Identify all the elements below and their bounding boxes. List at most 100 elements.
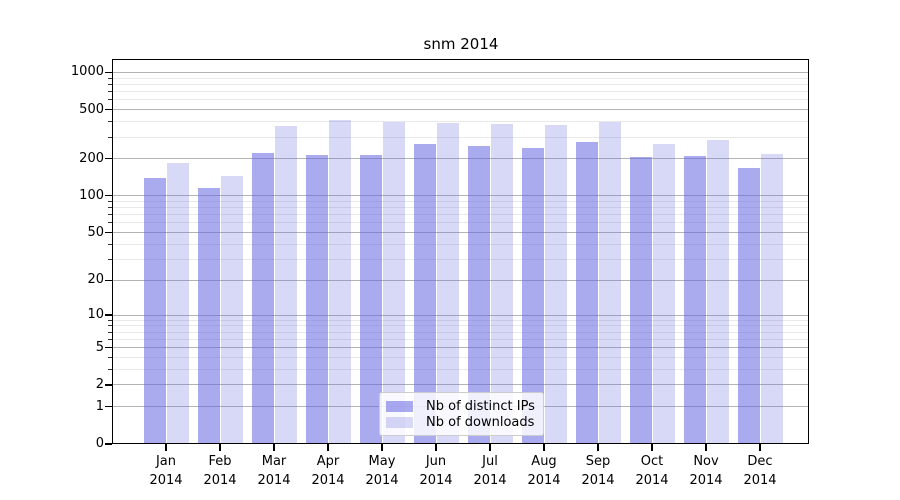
bar-distinct-ips-oct: [629, 156, 652, 444]
gridline-major: [113, 158, 809, 160]
y-minor-tick: [108, 319, 112, 321]
y-axis-tick-label: 200: [79, 150, 104, 166]
x-axis-tick-label: Jul 2014: [473, 454, 507, 488]
gridline-minor: [113, 325, 809, 327]
bar-downloads-nov: [706, 139, 729, 444]
x-major-tick: [489, 444, 491, 451]
y-axis-tick-label: 2: [95, 376, 104, 392]
x-axis-tick-label: Feb 2014: [203, 454, 237, 488]
bar-downloads-jun: [436, 123, 459, 444]
bar-downloads-feb: [220, 176, 243, 444]
y-axis-tick-label: 500: [79, 101, 104, 117]
x-axis-tick-label: Jan 2014: [149, 454, 183, 488]
gridline-minor: [113, 83, 809, 85]
y-minor-tick: [108, 222, 112, 224]
y-major-tick: [105, 195, 112, 197]
gridline-minor: [113, 356, 809, 358]
gridline-major: [113, 384, 809, 386]
bar-downloads-jan: [166, 162, 189, 444]
x-axis-tick-label: Dec 2014: [743, 454, 777, 488]
gridline-major: [113, 109, 809, 111]
y-major-tick: [105, 231, 112, 234]
legend-item-downloads: Nb of downloads: [386, 414, 535, 430]
bar-downloads-apr: [328, 119, 351, 444]
y-axis-tick-label: 50: [87, 224, 104, 240]
y-axis-tick-label: 1000: [70, 64, 104, 80]
gridline-minor: [113, 222, 809, 224]
bar-distinct-ips-jan: [143, 177, 166, 444]
gridline-major: [113, 347, 809, 349]
y-axis-tick-label: 100: [79, 187, 104, 203]
x-axis-tick-label: Nov 2014: [689, 454, 723, 488]
gridline-major: [113, 195, 809, 197]
x-major-tick: [165, 444, 167, 451]
chart-title: snm 2014: [423, 35, 499, 53]
bar-distinct-ips-jul: [467, 145, 490, 444]
y-minor-tick: [108, 331, 112, 333]
y-major-tick: [105, 406, 112, 408]
bar-downloads-mar: [274, 125, 297, 444]
gridline-minor: [113, 200, 809, 202]
bar-downloads-jul: [490, 124, 513, 444]
gridline-minor: [113, 319, 809, 321]
gridline-minor: [113, 214, 809, 216]
y-axis-tick-label: 0: [95, 436, 104, 451]
gridline-minor: [113, 207, 809, 209]
y-major-tick: [105, 158, 112, 160]
x-major-tick: [381, 444, 383, 451]
y-minor-tick: [108, 99, 112, 101]
y-minor-tick: [108, 214, 112, 216]
y-major-tick: [105, 314, 112, 316]
gridline-minor: [113, 338, 809, 340]
x-major-tick: [597, 444, 599, 451]
bar-downloads-may: [382, 121, 405, 444]
legend-swatch-distinct-ips: [386, 400, 413, 412]
x-major-tick: [327, 444, 329, 451]
x-major-tick: [435, 444, 437, 451]
bar-distinct-ips-sep: [575, 141, 598, 444]
y-minor-tick: [108, 338, 112, 340]
y-major-tick: [105, 347, 112, 349]
gridline-minor: [113, 243, 809, 245]
y-major-tick: [105, 71, 112, 74]
gridline-major: [113, 71, 809, 73]
legend-item-distinct-ips: Nb of distinct IPs: [386, 398, 535, 414]
y-axis-tick-label: 5: [95, 339, 104, 355]
y-minor-tick: [108, 91, 112, 93]
x-major-tick: [759, 444, 761, 451]
bar-distinct-ips-aug: [521, 147, 544, 444]
y-minor-tick: [108, 207, 112, 209]
legend: Nb of distinct IPs Nb of downloads: [379, 392, 544, 436]
y-minor-tick: [108, 325, 112, 327]
y-major-tick: [105, 384, 112, 386]
bar-downloads-dec: [760, 153, 783, 444]
gridline-major: [113, 314, 809, 316]
x-major-tick: [273, 444, 275, 451]
x-axis-tick-label: Aug 2014: [527, 454, 561, 488]
legend-label: Nb of downloads: [426, 414, 535, 430]
y-axis-tick-label: 10: [87, 307, 104, 323]
y-minor-tick: [108, 243, 112, 245]
y-minor-tick: [108, 258, 112, 260]
x-axis-tick-label: Mar 2014: [257, 454, 291, 488]
x-axis-tick-label: Oct 2014: [635, 454, 669, 488]
y-major-tick: [105, 109, 112, 111]
y-major-tick: [105, 279, 112, 281]
legend-swatch-downloads: [386, 416, 413, 428]
gridline-minor: [113, 136, 809, 138]
gridline-minor: [113, 121, 809, 123]
bar-distinct-ips-dec: [737, 167, 760, 444]
bar-distinct-ips-mar: [251, 152, 274, 444]
legend-label: Nb of distinct IPs: [426, 398, 535, 414]
x-major-tick: [543, 444, 545, 451]
x-axis-tick-label: May 2014: [365, 454, 399, 488]
y-minor-tick: [108, 121, 112, 123]
x-major-tick: [219, 444, 221, 451]
gridline-minor: [113, 258, 809, 260]
bar-distinct-ips-jun: [413, 143, 436, 444]
y-minor-tick: [108, 368, 112, 370]
y-minor-tick: [108, 83, 112, 85]
x-major-tick: [705, 444, 707, 451]
gridline-major: [113, 232, 809, 234]
y-major-tick: [105, 443, 112, 445]
